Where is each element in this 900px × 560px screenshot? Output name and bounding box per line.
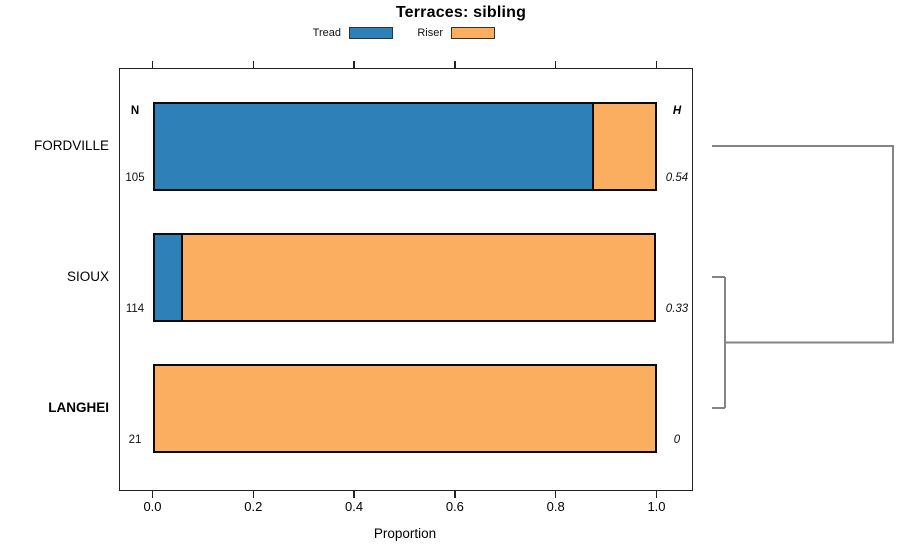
x-tick-label: 0.2 xyxy=(244,499,263,514)
x-tick-label: 0.8 xyxy=(546,499,565,514)
x-tick-label: 0.4 xyxy=(345,499,364,514)
category-label-langhei: LANGHEI xyxy=(48,400,109,415)
x-tick-bottom xyxy=(554,491,557,498)
x-tick-bottom xyxy=(151,491,154,498)
x-tick-top xyxy=(151,61,154,68)
x-tick-top xyxy=(554,61,557,68)
x-tick-label: 0.6 xyxy=(445,499,464,514)
bar-segment-riser xyxy=(591,101,657,191)
category-label-sioux: SIOUX xyxy=(66,269,109,284)
x-axis-title: Proportion xyxy=(373,526,437,541)
bar-segment-riser xyxy=(181,232,657,322)
n-value: 105 xyxy=(125,171,145,184)
h-value: 0 xyxy=(673,433,681,446)
x-tick-bottom xyxy=(353,491,355,498)
legend-label-tread: Tread xyxy=(312,27,341,39)
chart-title: Terraces: sibling xyxy=(395,4,527,21)
x-tick-bottom xyxy=(454,491,456,498)
x-tick-label: 0.0 xyxy=(143,499,162,514)
x-tick-top xyxy=(655,61,658,68)
h-column-header: H xyxy=(672,105,682,117)
n-column-header: N xyxy=(130,105,140,117)
x-tick-top xyxy=(252,61,255,68)
h-value: 0.33 xyxy=(665,302,689,315)
n-value: 21 xyxy=(128,433,142,446)
bar-segment-tread xyxy=(152,101,594,191)
legend-label-riser: Riser xyxy=(417,27,443,39)
n-value: 114 xyxy=(125,302,145,315)
h-value: 0.54 xyxy=(665,171,689,184)
x-tick-top xyxy=(353,61,355,68)
x-tick-label: 1.0 xyxy=(647,499,666,514)
legend-swatch-tread xyxy=(349,27,393,39)
bar-segment-riser xyxy=(152,363,657,453)
plot-area xyxy=(119,68,693,491)
x-tick-bottom xyxy=(252,491,255,498)
legend-swatch-riser xyxy=(451,27,495,39)
bar-segment-tread xyxy=(152,232,184,322)
x-tick-top xyxy=(454,61,456,68)
category-label-fordville: FORDVILLE xyxy=(33,138,109,153)
x-tick-bottom xyxy=(655,491,658,498)
